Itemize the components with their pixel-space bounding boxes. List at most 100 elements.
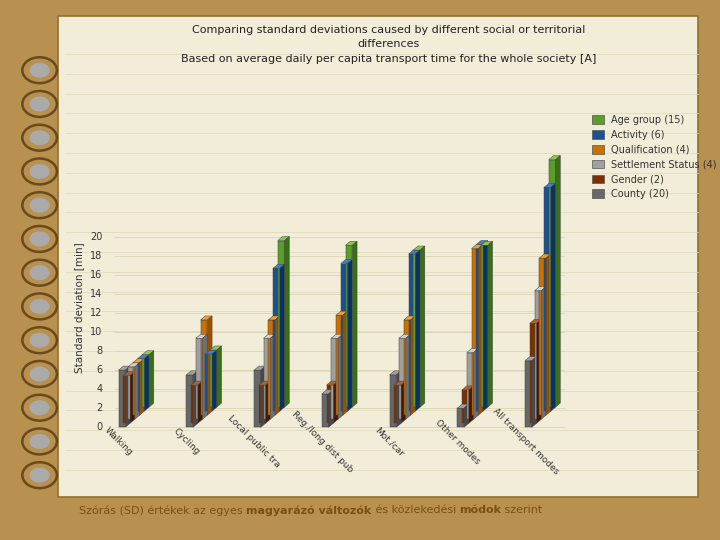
Polygon shape [212, 350, 217, 411]
Text: differences: differences [358, 39, 420, 49]
Text: 14: 14 [90, 289, 102, 299]
Polygon shape [478, 245, 483, 415]
Polygon shape [327, 381, 338, 385]
Polygon shape [207, 316, 212, 415]
Legend: Age group (15), Activity (6), Qualification (4), Settlement Status (4), Gender (: Age group (15), Activity (6), Qualificat… [590, 113, 719, 201]
Circle shape [30, 333, 50, 348]
Polygon shape [404, 316, 415, 320]
Polygon shape [415, 250, 420, 411]
Polygon shape [264, 334, 275, 338]
Text: All transport modes: All transport modes [490, 407, 560, 477]
Text: Walking: Walking [103, 426, 135, 458]
Polygon shape [396, 371, 401, 427]
Polygon shape [457, 404, 469, 408]
Polygon shape [254, 366, 266, 370]
Polygon shape [193, 371, 198, 427]
Polygon shape [196, 338, 202, 419]
Polygon shape [341, 264, 348, 411]
Circle shape [30, 299, 50, 314]
Polygon shape [549, 156, 560, 160]
Polygon shape [481, 241, 492, 245]
Polygon shape [549, 160, 556, 407]
Polygon shape [401, 381, 406, 423]
Polygon shape [149, 350, 154, 407]
Polygon shape [196, 334, 207, 338]
Polygon shape [269, 320, 275, 415]
Text: módok: módok [459, 505, 501, 515]
Polygon shape [273, 264, 284, 268]
Polygon shape [144, 355, 149, 411]
Polygon shape [472, 248, 478, 415]
Polygon shape [186, 371, 198, 375]
Circle shape [30, 63, 50, 78]
Polygon shape [278, 237, 289, 240]
Polygon shape [413, 246, 425, 250]
Polygon shape [123, 376, 130, 423]
Polygon shape [539, 258, 546, 415]
Polygon shape [284, 237, 289, 407]
Polygon shape [210, 346, 222, 350]
Polygon shape [264, 338, 270, 419]
Polygon shape [534, 291, 541, 419]
Polygon shape [420, 246, 425, 407]
Polygon shape [346, 241, 357, 245]
Polygon shape [399, 334, 410, 338]
Polygon shape [551, 184, 556, 411]
Polygon shape [544, 187, 551, 411]
Polygon shape [525, 356, 536, 361]
Circle shape [30, 198, 50, 213]
Text: 18: 18 [90, 251, 102, 261]
Polygon shape [352, 241, 357, 407]
Polygon shape [395, 381, 406, 385]
Polygon shape [399, 338, 406, 419]
Polygon shape [191, 381, 202, 385]
Polygon shape [186, 375, 193, 427]
Polygon shape [275, 316, 280, 415]
Text: Standard deviation [min]: Standard deviation [min] [74, 242, 84, 373]
Polygon shape [481, 245, 488, 407]
Polygon shape [338, 334, 343, 419]
Polygon shape [534, 287, 546, 291]
Text: Reg./long dist pub: Reg./long dist pub [289, 409, 354, 474]
Polygon shape [530, 319, 541, 323]
Text: 10: 10 [90, 327, 102, 337]
Polygon shape [278, 240, 284, 407]
Polygon shape [130, 372, 135, 423]
Polygon shape [191, 385, 198, 423]
Polygon shape [123, 372, 135, 376]
Polygon shape [406, 334, 410, 419]
Polygon shape [201, 316, 212, 320]
Polygon shape [269, 316, 280, 320]
Polygon shape [525, 361, 532, 427]
Polygon shape [532, 356, 536, 427]
Text: magyarázó változók: magyarázó változók [246, 505, 372, 516]
Text: 20: 20 [90, 232, 102, 242]
Polygon shape [464, 404, 469, 427]
Polygon shape [404, 320, 410, 415]
Polygon shape [201, 320, 207, 415]
Text: Mot./car: Mot./car [374, 426, 406, 458]
Polygon shape [556, 156, 560, 407]
Text: 4: 4 [96, 384, 102, 394]
Polygon shape [488, 241, 492, 407]
Polygon shape [322, 394, 328, 427]
Circle shape [30, 400, 50, 415]
Polygon shape [346, 245, 352, 407]
Polygon shape [258, 385, 266, 423]
Polygon shape [138, 355, 149, 359]
Polygon shape [205, 350, 217, 354]
Polygon shape [474, 348, 478, 419]
Polygon shape [254, 370, 261, 427]
Polygon shape [408, 254, 415, 411]
Polygon shape [143, 355, 149, 407]
Polygon shape [395, 385, 401, 423]
Polygon shape [467, 348, 478, 353]
Polygon shape [477, 245, 483, 411]
Polygon shape [343, 311, 348, 415]
FancyBboxPatch shape [58, 16, 698, 497]
Polygon shape [128, 363, 140, 367]
Circle shape [30, 434, 50, 449]
Text: Szórás (SD) értékek az egyes: Szórás (SD) értékek az egyes [79, 505, 246, 516]
Polygon shape [210, 350, 217, 407]
Text: Local public tra: Local public tra [227, 414, 282, 470]
